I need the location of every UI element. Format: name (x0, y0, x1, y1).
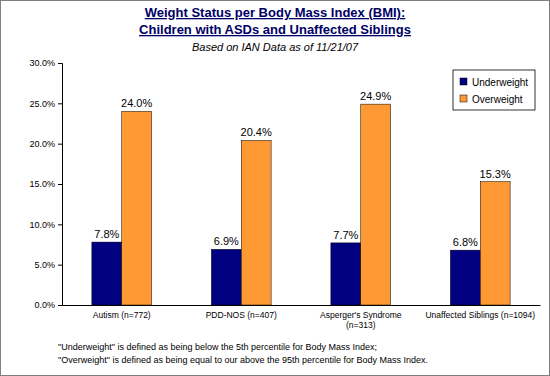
y-tick-label: 15.0% (29, 179, 55, 189)
data-label: 15.3% (480, 168, 511, 180)
y-tick: 25.0% (29, 99, 62, 109)
annotation: "Underweight" is defined as being below … (58, 342, 377, 352)
y-tick: 0.0% (34, 300, 62, 310)
data-label: 24.9% (360, 90, 391, 102)
y-tick-label: 20.0% (29, 139, 55, 149)
y-tick-mark (58, 305, 62, 306)
y-axis: 0.0% 5.0% 10.0% 15.0% 20.0% 25.0% 30.0% (29, 58, 62, 310)
legend-swatch (460, 95, 467, 102)
bar (92, 242, 122, 305)
subtitle: Based on IAN Data as of 11/21/07 (192, 41, 359, 53)
bar (122, 111, 152, 305)
data-label: 24.0% (121, 97, 152, 109)
data-label: 7.8% (94, 228, 119, 240)
category-label: Unaffected Siblings (n=1094) (425, 310, 535, 320)
y-tick: 10.0% (29, 220, 62, 230)
bar (331, 243, 361, 305)
bar (480, 182, 510, 305)
x-tick: Unaffected Siblings (n=1094) (425, 305, 535, 320)
data-label: 6.9% (214, 235, 239, 247)
category-label: Autism (n=772) (93, 310, 151, 320)
legend-label: Overweight (472, 94, 523, 105)
category-label: PDD-NOS (n=407) (206, 310, 277, 320)
y-tick-mark (58, 265, 62, 266)
legend: Underweight Overweight (453, 70, 535, 110)
y-tick-label: 10.0% (29, 220, 55, 230)
y-tick-mark (58, 63, 62, 64)
y-tick-mark (58, 144, 62, 145)
x-tick: PDD-NOS (n=407) (206, 305, 277, 320)
chart: Weight Status per Body Mass Index (BMI):… (0, 0, 550, 376)
category-label: Asperger's Syndrome(n=313) (320, 310, 402, 330)
data-label: 6.8% (453, 236, 478, 248)
y-tick-mark (58, 103, 62, 104)
y-axis-line (58, 64, 63, 306)
y-tick: 30.0% (29, 58, 62, 68)
x-tick: Asperger's Syndrome(n=313) (320, 305, 402, 330)
category-label-line: Asperger's Syndrome (320, 310, 402, 320)
y-tick: 15.0% (29, 179, 62, 189)
y-tick-mark (58, 224, 62, 225)
background (1, 1, 550, 376)
data-label: 7.7% (333, 229, 358, 241)
y-tick-label: 0.0% (34, 300, 55, 310)
x-axis: Autism (n=772) PDD-NOS (n=407) Asperger's … (63, 305, 541, 330)
bar (361, 104, 391, 305)
y-tick: 5.0% (34, 260, 62, 270)
annotation: "Overweight" is defined as being equal t… (58, 355, 428, 365)
legend-box (453, 70, 535, 110)
y-tick-label: 30.0% (29, 58, 55, 68)
x-tick: Autism (n=772) (93, 305, 151, 320)
bar (211, 249, 241, 305)
category-label-line: (n=313) (346, 320, 376, 330)
data-label: 20.4% (241, 126, 272, 138)
title: Weight Status per Body Mass Index (BMI): (145, 5, 406, 20)
data-labels: 7.8% 6.9% 7.7% 6.8% 24.0% 20.4% 24.9% 15.3% (94, 90, 511, 248)
y-tick: 20.0% (29, 139, 62, 149)
bar (241, 140, 271, 305)
legend-label: Underweight (472, 77, 528, 88)
bar (450, 250, 480, 305)
y-tick-mark (58, 184, 62, 185)
x-axis-line (63, 305, 541, 306)
bars (92, 104, 510, 305)
legend-swatch (460, 78, 467, 85)
y-tick-label: 5.0% (34, 260, 55, 270)
title: Children with ASDs and Unaffected Siblin… (139, 22, 411, 37)
y-tick-label: 25.0% (29, 99, 55, 109)
